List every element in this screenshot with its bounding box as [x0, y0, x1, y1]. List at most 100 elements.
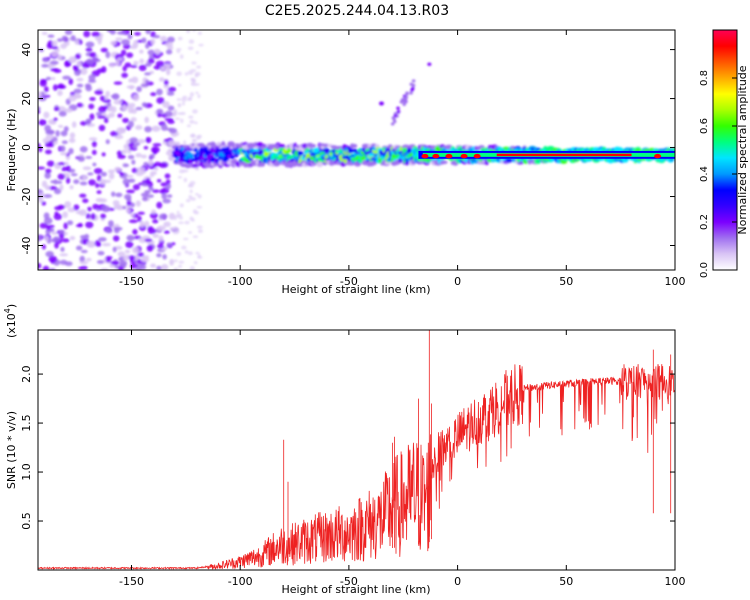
noise-blob — [85, 213, 91, 219]
noise-blob — [157, 243, 164, 249]
noise-blob — [75, 224, 83, 228]
noise-blob — [59, 152, 69, 156]
y-tick-label: -40 — [20, 237, 33, 255]
noise-blob — [110, 40, 117, 46]
noise-blob — [55, 130, 60, 137]
noise-blob — [139, 58, 145, 64]
noise-blob — [122, 117, 130, 123]
noise-blob — [117, 154, 126, 160]
x-tick-label: 50 — [559, 275, 573, 288]
noise-blob — [151, 125, 161, 132]
harmonic-blob — [399, 100, 404, 104]
noise-blob — [155, 60, 165, 68]
noise-blob — [134, 31, 141, 36]
spectrogram-y-ticks: -40 -20 0 20 40 — [20, 43, 675, 255]
noise-blob — [98, 124, 106, 132]
noise-blob — [188, 39, 195, 44]
x-tick-label: -150 — [119, 275, 144, 288]
noise-blob — [196, 225, 203, 229]
noise-blob — [156, 108, 164, 114]
noise-blob — [58, 232, 65, 240]
noise-blob — [96, 174, 102, 182]
y-tick-label: 2.0 — [20, 365, 33, 383]
noise-blob — [187, 46, 194, 51]
noise-blob — [102, 105, 109, 110]
noise-blob — [41, 63, 49, 68]
band-blob — [430, 145, 436, 149]
noise-blob — [184, 72, 189, 76]
noise-blob — [57, 90, 63, 97]
x-tick-label: 50 — [559, 575, 573, 588]
noise-blob — [137, 215, 142, 223]
noise-blob — [59, 253, 69, 257]
colorbar-ticks: 0.0 0.2 0.4 0.6 0.8 — [699, 70, 737, 278]
noise-blob — [177, 102, 182, 106]
harmonic-blob — [409, 91, 413, 95]
noise-blob — [57, 173, 66, 180]
noise-blob — [46, 160, 55, 167]
noise-blob — [61, 238, 70, 243]
noise-blob — [151, 146, 160, 154]
noise-blob — [43, 111, 50, 119]
harmonic-blob — [402, 103, 407, 107]
noise-blob — [151, 209, 157, 214]
noise-blob — [51, 40, 58, 47]
noise-blob — [108, 112, 115, 118]
noise-blob — [57, 54, 62, 61]
noise-blob — [64, 108, 73, 113]
noise-blob — [92, 203, 100, 210]
noise-blob — [181, 101, 186, 106]
noise-blob — [91, 149, 97, 156]
noise-blob — [51, 50, 58, 57]
noise-blob — [162, 101, 170, 108]
noise-blob — [178, 216, 184, 220]
noise-blob — [153, 34, 161, 39]
noise-blob — [161, 124, 168, 131]
noise-blob — [160, 35, 168, 42]
noise-blob — [59, 229, 65, 234]
noise-blob — [68, 147, 74, 155]
x-tick-label: -50 — [340, 575, 358, 588]
harmonic-blob — [404, 99, 408, 103]
noise-blob — [188, 194, 193, 200]
noise-blob — [137, 39, 143, 43]
noise-blob — [147, 58, 155, 64]
colorbar-tick-label: 0.8 — [699, 70, 710, 86]
noise-blob — [88, 103, 95, 110]
noise-blob — [79, 255, 85, 263]
noise-blob — [171, 242, 176, 246]
harmonic-blob — [392, 120, 397, 124]
noise-blob — [130, 117, 137, 122]
noise-blob — [128, 219, 138, 224]
snr-scale-label: (x104) — [3, 304, 18, 338]
noise-blob — [156, 253, 162, 258]
noise-blob — [79, 260, 89, 265]
noise-blob — [115, 59, 120, 67]
noise-blob — [188, 115, 194, 119]
noise-blob — [128, 120, 134, 128]
noise-blob — [38, 110, 41, 114]
y-tick-label: 40 — [20, 43, 33, 57]
noise-blob — [154, 161, 162, 167]
band-blob — [216, 142, 223, 146]
y-tick-label: 1.5 — [20, 414, 33, 432]
noise-blob — [119, 172, 125, 177]
noise-blob — [40, 78, 48, 83]
noise-blob — [175, 48, 182, 51]
noise-blob — [190, 78, 196, 83]
noise-blob — [194, 121, 198, 125]
noise-blob — [163, 230, 170, 234]
noise-blob — [193, 261, 198, 265]
noise-blob — [62, 211, 68, 219]
noise-blob — [75, 53, 81, 60]
noise-blob — [89, 52, 97, 58]
noise-blob — [87, 172, 94, 176]
noise-blob — [73, 204, 80, 211]
noise-blob — [144, 238, 153, 242]
harmonic-blob — [396, 106, 400, 110]
harmonic-blob — [411, 79, 416, 83]
colorbar-tick-label: 0.0 — [699, 262, 710, 278]
noise-blob — [112, 246, 117, 253]
noise-blob — [133, 144, 138, 149]
noise-blob — [122, 163, 130, 168]
